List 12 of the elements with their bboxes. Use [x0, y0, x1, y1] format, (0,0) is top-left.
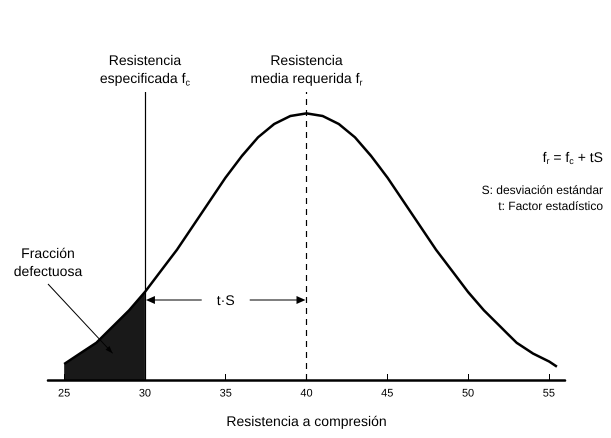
x-tick-label: 55	[542, 388, 555, 400]
annotation: t: Factor estadístico	[498, 199, 604, 213]
x-tick-label: 35	[220, 388, 232, 400]
annotation: t·S	[216, 292, 235, 308]
x-tick-label: 25	[58, 388, 70, 400]
x-tick-label: 30	[138, 388, 152, 400]
annotation: Fracción defectuosa	[14, 245, 82, 279]
x-tick-label: 45	[381, 388, 394, 400]
annotation: S: desviación estándar	[482, 183, 604, 197]
x-tick-label: 40	[300, 388, 313, 400]
x-tick-label: 50	[462, 388, 474, 400]
x-axis-title: Resistencia a compresión	[226, 413, 387, 429]
